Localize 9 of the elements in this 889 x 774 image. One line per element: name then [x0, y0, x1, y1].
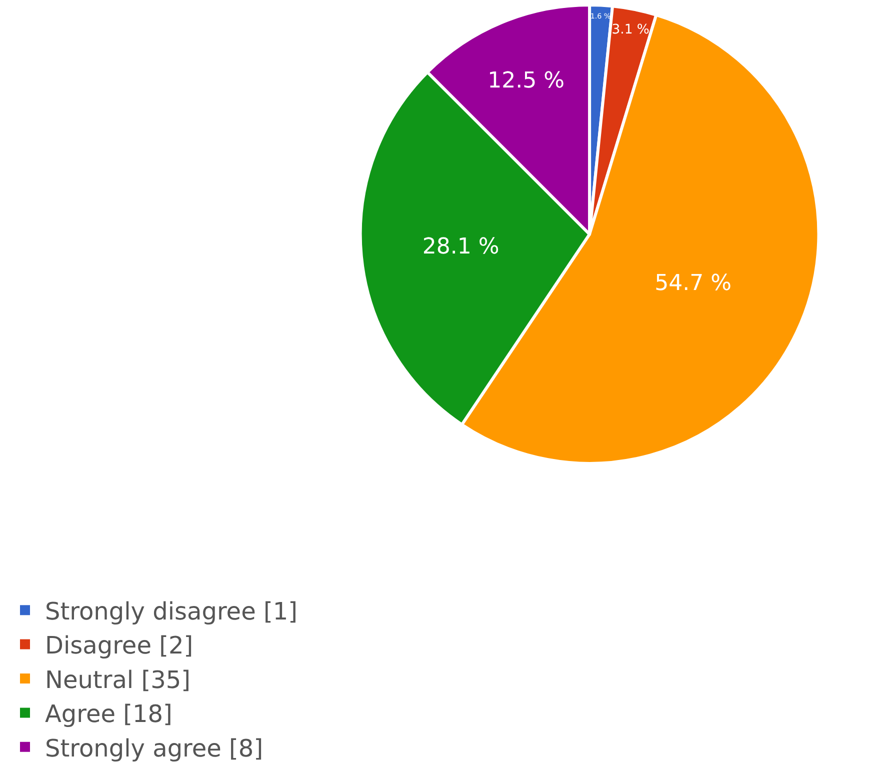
- legend-label: Strongly disagree [1]: [45, 597, 298, 626]
- legend-label: Disagree [2]: [45, 632, 194, 660]
- legend-label: Neutral [35]: [45, 666, 190, 694]
- data-label: 3.1 %: [612, 22, 650, 38]
- legend-label: Agree [18]: [45, 700, 172, 728]
- data-label: 28.1 %: [422, 234, 500, 260]
- data-label: 54.7 %: [654, 270, 732, 296]
- data-label: 12.5 %: [488, 68, 565, 94]
- legend-label: Strongly agree [8]: [45, 734, 264, 762]
